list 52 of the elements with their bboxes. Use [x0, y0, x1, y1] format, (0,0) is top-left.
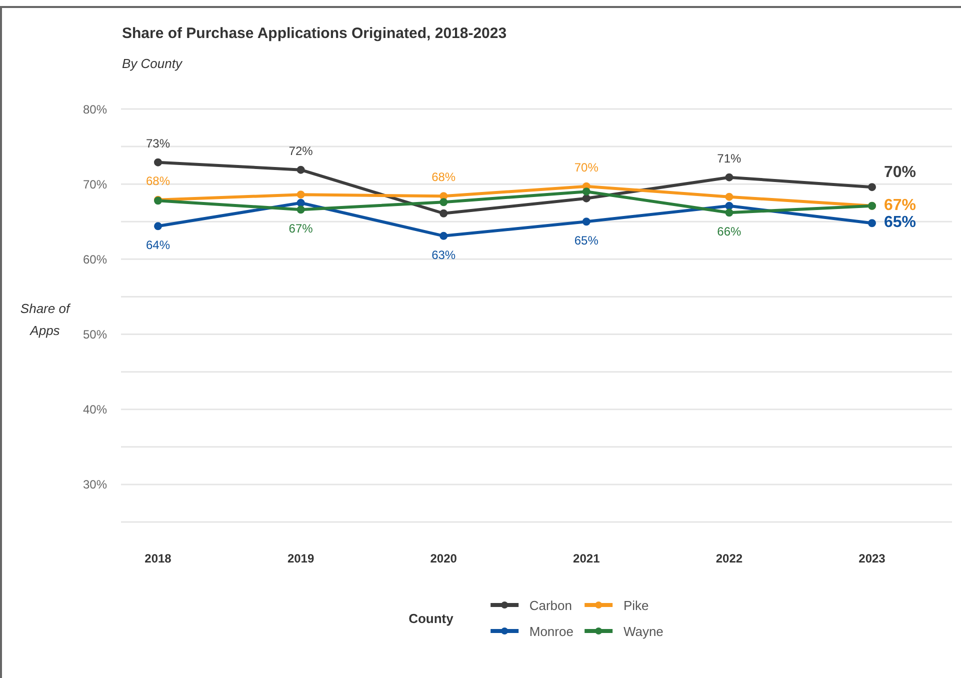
point: [582, 194, 590, 202]
point: [154, 222, 162, 230]
point: [725, 208, 734, 217]
data-label: 66%: [717, 224, 742, 239]
point: [868, 183, 876, 192]
legend-label: Wayne: [623, 624, 664, 638]
x-tick-label: 2018: [144, 552, 172, 566]
point: [440, 209, 448, 218]
y-tick-label: 60%: [82, 252, 108, 266]
x-tick-label: 2022: [716, 552, 743, 566]
y-tick-label: 50%: [82, 328, 108, 342]
point: [154, 158, 162, 166]
data-label: 65%: [884, 214, 916, 232]
y-tick-label: 70%: [82, 177, 108, 192]
point: [582, 188, 590, 196]
chart-subtitle: By County: [122, 56, 182, 71]
point: [296, 166, 305, 174]
point: [725, 192, 734, 201]
point: [440, 232, 448, 240]
point: [868, 219, 876, 228]
data-label: 64%: [146, 238, 170, 252]
point: [582, 218, 590, 226]
point: [725, 173, 734, 182]
y-tick-label: 80%: [82, 102, 108, 116]
point: [296, 190, 305, 199]
point: [440, 198, 448, 206]
legend-label: Carbon: [529, 598, 572, 612]
data-label: 65%: [574, 234, 599, 248]
data-label: 73%: [146, 136, 170, 150]
x-tick-label: 2019: [287, 552, 314, 566]
data-label: 68%: [146, 174, 170, 188]
data-label: 72%: [288, 144, 314, 158]
point: [296, 198, 305, 207]
data-label: 67%: [884, 197, 916, 214]
data-label: 71%: [717, 152, 742, 166]
x-tick-label: 2021: [573, 552, 600, 566]
y-axis-title: Share of Apps: [19, 300, 72, 340]
legend-title: County: [408, 610, 454, 626]
x-tick-label: 2020: [430, 552, 458, 566]
legend-label: Monroe: [529, 624, 574, 638]
data-label: 70%: [884, 164, 916, 182]
y-tick-label: 30%: [82, 478, 108, 492]
chart-title: Share of Purchase Applications Originated, 2018-2023: [122, 25, 507, 42]
x-tick-label: 2023: [858, 552, 886, 566]
legend-label: Pike: [623, 598, 649, 612]
point: [296, 206, 305, 214]
data-label: 67%: [288, 222, 314, 236]
data-label: 68%: [432, 170, 456, 184]
data-label: 63%: [432, 248, 456, 262]
y-tick-label: 40%: [82, 402, 108, 417]
point: [725, 202, 734, 210]
data-label: 70%: [574, 160, 599, 175]
